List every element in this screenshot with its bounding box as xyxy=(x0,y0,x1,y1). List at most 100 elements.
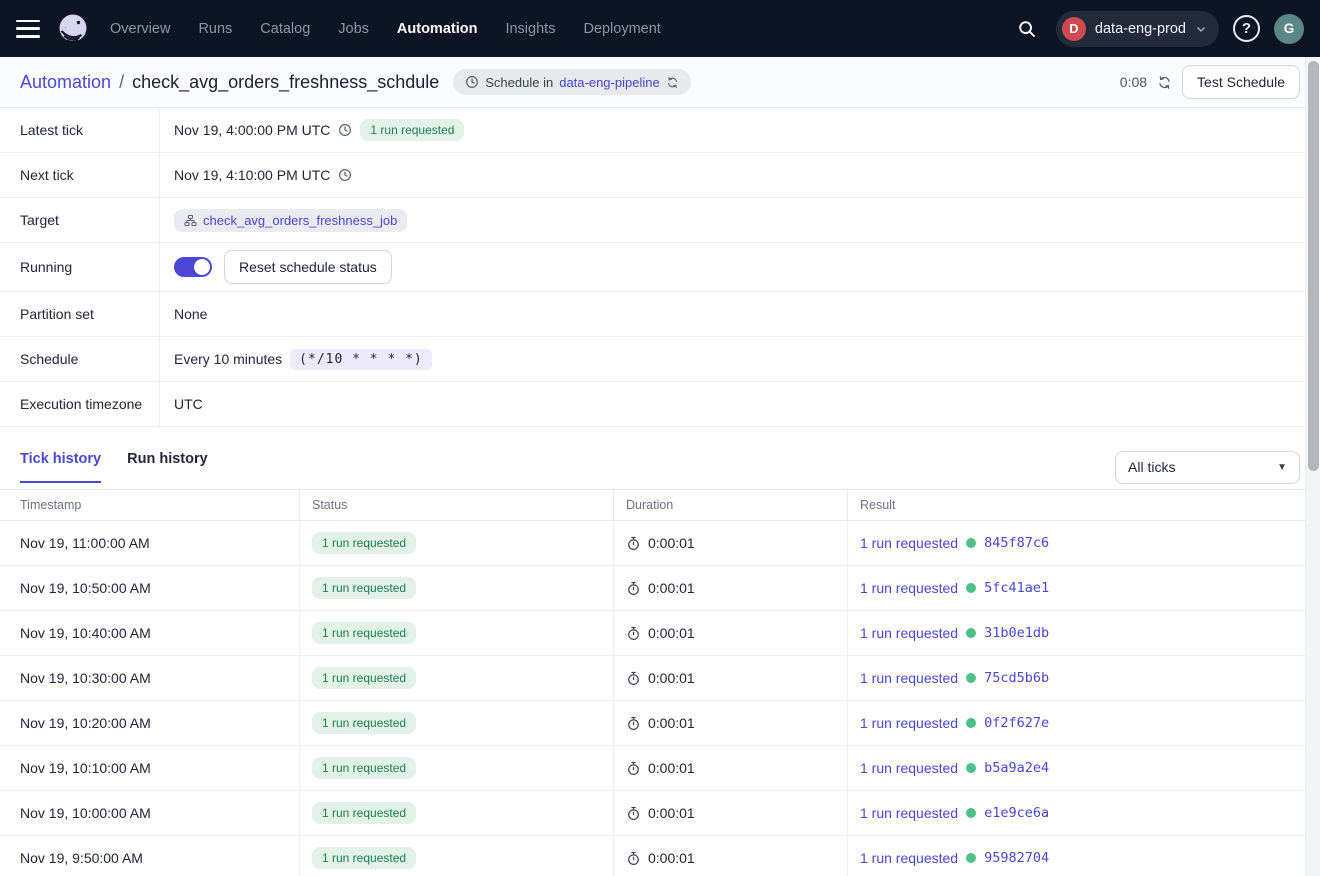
table-row: Nov 19, 11:00:00 AM 1 run requested 0:00… xyxy=(0,521,1320,566)
tick-result-link[interactable]: 1 run requested xyxy=(860,850,958,866)
partition-set-label: Partition set xyxy=(0,292,160,336)
run-id-link[interactable]: 845f87c6 xyxy=(984,535,1049,551)
clock-icon xyxy=(338,123,352,137)
col-header-result: Result xyxy=(848,490,1320,520)
tick-status-badge: 1 run requested xyxy=(312,667,416,689)
run-id-link[interactable]: 95982704 xyxy=(984,850,1049,866)
tick-table-body: Nov 19, 11:00:00 AM 1 run requested 0:00… xyxy=(0,521,1320,876)
cron-expression: (*/10 * * * *) xyxy=(290,349,432,370)
target-job-link[interactable]: check_avg_orders_freshness_job xyxy=(203,213,397,228)
row-running: Running Reset schedule status xyxy=(0,243,1320,292)
deployment-name: data-eng-prod xyxy=(1095,21,1186,37)
badge-label: Schedule in xyxy=(485,75,553,90)
nav-item-jobs[interactable]: Jobs xyxy=(338,21,369,37)
deployment-switcher[interactable]: D data-eng-prod xyxy=(1056,11,1219,47)
table-row: Nov 19, 10:50:00 AM 1 run requested 0:00… xyxy=(0,566,1320,611)
nav-right: D data-eng-prod ? G xyxy=(1012,11,1304,47)
scrollbar-thumb[interactable] xyxy=(1308,61,1319,471)
tick-result-link[interactable]: 1 run requested xyxy=(860,760,958,776)
run-id-link[interactable]: 5fc41ae1 xyxy=(984,580,1049,596)
refresh-countdown: 0:08 xyxy=(1120,74,1147,90)
execution-timezone-label: Execution timezone xyxy=(0,382,160,426)
clock-icon xyxy=(465,75,479,89)
dagster-logo-icon[interactable] xyxy=(54,10,92,48)
stopwatch-icon xyxy=(626,536,641,551)
running-label: Running xyxy=(0,243,160,291)
code-location-link[interactable]: data-eng-pipeline xyxy=(559,75,659,90)
breadcrumb-automation-link[interactable]: Automation xyxy=(20,72,111,93)
stopwatch-icon xyxy=(626,806,641,821)
job-icon xyxy=(184,214,197,227)
tick-result-link[interactable]: 1 run requested xyxy=(860,715,958,731)
help-icon[interactable]: ? xyxy=(1233,15,1260,42)
tick-duration: 0:00:01 xyxy=(648,625,695,641)
nav-item-insights[interactable]: Insights xyxy=(505,21,555,37)
tick-filter-select[interactable]: All ticks ▼ xyxy=(1115,451,1300,484)
nav-item-overview[interactable]: Overview xyxy=(110,21,170,37)
reset-schedule-status-button[interactable]: Reset schedule status xyxy=(224,250,392,284)
nav-items: Overview Runs Catalog Jobs Automation Insight… xyxy=(110,21,661,37)
header-actions: 0:08 Test Schedule xyxy=(1120,65,1300,99)
tab-run-history[interactable]: Run history xyxy=(127,451,208,483)
tick-status-badge: 1 run requested xyxy=(312,577,416,599)
col-header-status: Status xyxy=(300,490,614,520)
search-icon[interactable] xyxy=(1012,14,1042,44)
next-tick-timestamp: Nov 19, 4:10:00 PM UTC xyxy=(174,167,330,183)
tick-result-link[interactable]: 1 run requested xyxy=(860,535,958,551)
tick-timestamp: Nov 19, 10:40:00 AM xyxy=(20,625,151,641)
row-partition-set: Partition set None xyxy=(0,292,1320,337)
table-row: Nov 19, 10:00:00 AM 1 run requested 0:00… xyxy=(0,791,1320,836)
row-target: Target check_avg_orders_freshness_job xyxy=(0,198,1320,243)
tick-timestamp: Nov 19, 11:00:00 AM xyxy=(20,535,150,551)
tick-history-table: Timestamp Status Duration Result Nov 19,… xyxy=(0,489,1320,876)
tick-duration: 0:00:01 xyxy=(648,580,695,596)
tab-tick-history[interactable]: Tick history xyxy=(20,451,101,483)
run-id-link[interactable]: 31b0e1db xyxy=(984,625,1049,641)
tick-duration: 0:00:01 xyxy=(648,850,695,866)
run-id-link[interactable]: 0f2f627e xyxy=(984,715,1049,731)
tick-timestamp: Nov 19, 9:50:00 AM xyxy=(20,850,143,866)
target-job-pill[interactable]: check_avg_orders_freshness_job xyxy=(174,209,407,232)
schedule-details: Latest tick Nov 19, 4:00:00 PM UTC 1 run… xyxy=(0,108,1320,427)
avatar[interactable]: G xyxy=(1274,14,1304,44)
tick-result-link[interactable]: 1 run requested xyxy=(860,670,958,686)
tick-result-link[interactable]: 1 run requested xyxy=(860,625,958,641)
nav-item-catalog[interactable]: Catalog xyxy=(260,21,310,37)
stopwatch-icon xyxy=(626,851,641,866)
col-header-timestamp: Timestamp xyxy=(0,490,300,520)
test-schedule-button[interactable]: Test Schedule xyxy=(1182,65,1300,99)
stopwatch-icon xyxy=(626,626,641,641)
row-execution-timezone: Execution timezone UTC xyxy=(0,382,1320,427)
row-schedule: Schedule Every 10 minutes (*/10 * * * *) xyxy=(0,337,1320,382)
sync-icon[interactable] xyxy=(666,76,679,89)
row-latest-tick: Latest tick Nov 19, 4:00:00 PM UTC 1 run… xyxy=(0,108,1320,153)
tick-result-link[interactable]: 1 run requested xyxy=(860,580,958,596)
tick-status-badge: 1 run requested xyxy=(312,847,416,869)
tick-duration: 0:00:01 xyxy=(648,760,695,776)
table-row: Nov 19, 10:10:00 AM 1 run requested 0:00… xyxy=(0,746,1320,791)
chevron-down-icon xyxy=(1195,23,1207,35)
target-label: Target xyxy=(0,198,160,242)
vertical-scrollbar xyxy=(1305,57,1320,876)
col-header-duration: Duration xyxy=(614,490,848,520)
table-row: Nov 19, 10:20:00 AM 1 run requested 0:00… xyxy=(0,701,1320,746)
run-id-link[interactable]: 75cd5b6b xyxy=(984,670,1049,686)
refresh-icon[interactable] xyxy=(1157,75,1172,90)
run-id-link[interactable]: b5a9a2e4 xyxy=(984,760,1049,776)
latest-tick-label: Latest tick xyxy=(0,108,160,152)
nav-item-automation[interactable]: Automation xyxy=(397,21,478,37)
run-id-link[interactable]: e1e9ce6a xyxy=(984,805,1049,821)
latest-tick-status-badge: 1 run requested xyxy=(360,119,464,141)
run-status-dot xyxy=(966,583,976,593)
nav-item-deployment[interactable]: Deployment xyxy=(583,21,660,37)
tick-result-link[interactable]: 1 run requested xyxy=(860,805,958,821)
tick-duration: 0:00:01 xyxy=(648,715,695,731)
run-status-dot xyxy=(966,763,976,773)
tick-duration: 0:00:01 xyxy=(648,670,695,686)
hamburger-icon[interactable] xyxy=(16,20,40,38)
nav-item-runs[interactable]: Runs xyxy=(198,21,232,37)
running-toggle[interactable] xyxy=(174,257,212,277)
tick-status-badge: 1 run requested xyxy=(312,622,416,644)
tick-duration: 0:00:01 xyxy=(648,535,695,551)
tick-status-badge: 1 run requested xyxy=(312,712,416,734)
